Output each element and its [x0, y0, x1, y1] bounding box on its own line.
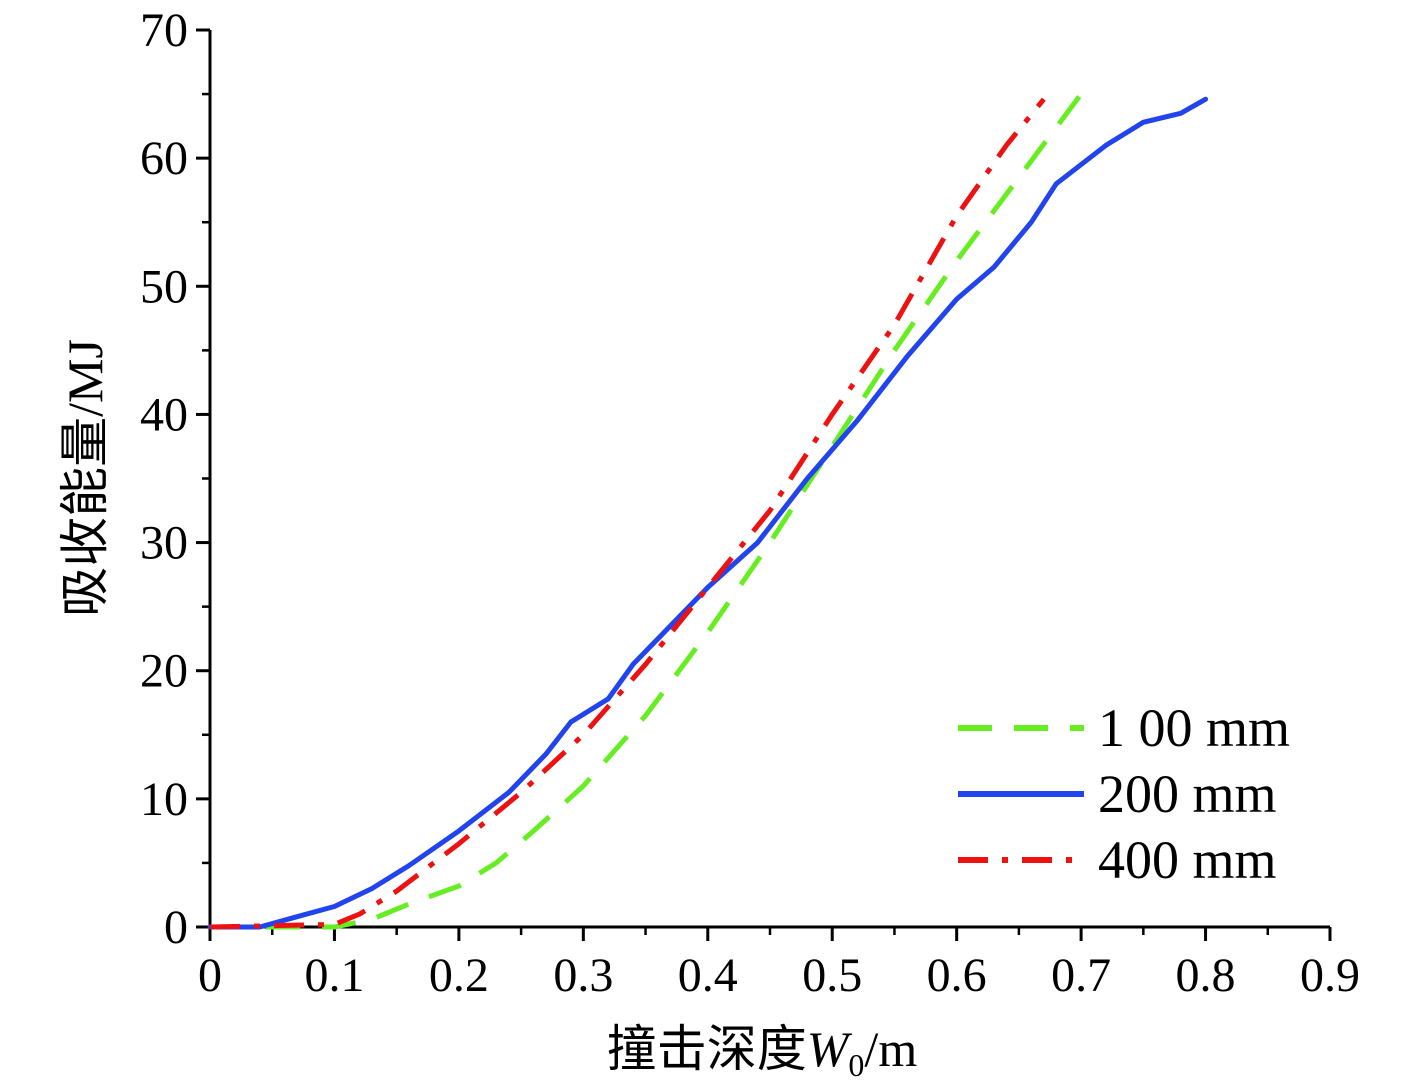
x-tick-label: 0.3 [553, 949, 613, 1002]
x-axis-title-main: 撞击深度 [607, 1021, 807, 1077]
x-tick-label: 0.5 [802, 949, 862, 1002]
y-axis-title: 吸收能量/MJ [57, 339, 113, 617]
x-axis-title: 撞击深度W0/m [607, 1021, 918, 1082]
x-axis-title-var: W [807, 1021, 853, 1077]
x-axis-title-unit: /m [864, 1021, 917, 1077]
legend-label-3: 400 mm [1098, 830, 1277, 890]
x-tick-label: 0.8 [1176, 949, 1236, 1002]
y-tick-label: 0 [164, 901, 188, 954]
y-tick-label: 10 [140, 773, 188, 826]
x-tick-label: 0.6 [927, 949, 987, 1002]
y-tick-label: 60 [140, 132, 188, 185]
y-tick-label: 20 [140, 645, 188, 698]
legend-label-1: 1 00 mm [1098, 698, 1290, 758]
y-tick-label: 30 [140, 517, 188, 570]
series-line-3 [209, 97, 1046, 930]
y-tick-label: 50 [140, 260, 188, 313]
y-tick-label: 40 [140, 388, 188, 441]
x-axis-title-sub: 0 [848, 1047, 864, 1082]
x-tick-label: 0.2 [429, 949, 489, 1002]
series-line-1 [210, 92, 1084, 930]
axes: 0 0.1 0.2 0.3 0.4 0.5 0.6 0.7 0.8 0.9 0 10 20 30 40 50 6… [140, 4, 1360, 1002]
legend-label-2: 200 mm [1098, 764, 1277, 824]
x-tick-label: 0.1 [304, 949, 364, 1002]
series-layer [207, 92, 1209, 930]
x-tick-label: 0.4 [678, 949, 738, 1002]
y-tick-label: 70 [140, 4, 188, 57]
x-tick-label: 0.9 [1300, 949, 1360, 1002]
series-line-2 [207, 96, 1209, 930]
x-tick-label: 0 [198, 949, 222, 1002]
x-tick-label: 0.7 [1051, 949, 1111, 1002]
